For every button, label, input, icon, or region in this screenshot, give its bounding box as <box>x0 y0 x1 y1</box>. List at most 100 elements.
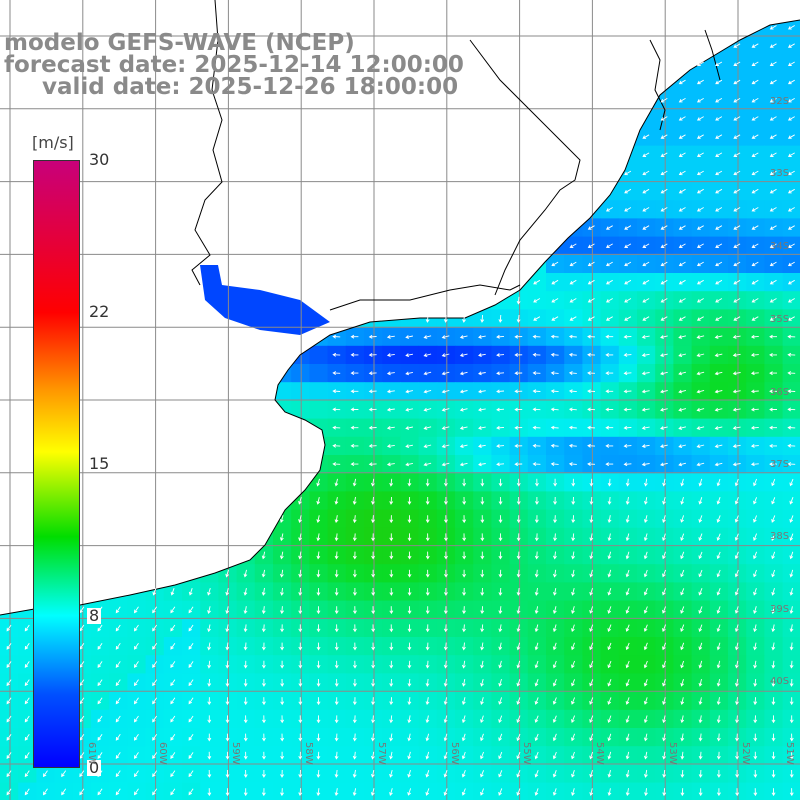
wind-arrow <box>625 588 630 596</box>
lat-label-40s: 40S <box>770 676 790 687</box>
wind-arrow <box>587 225 595 230</box>
field-cell <box>382 200 401 219</box>
field-cell <box>327 182 347 201</box>
wind-arrow <box>643 769 648 778</box>
field-cell <box>400 0 420 19</box>
wind-arrow <box>605 444 614 448</box>
wind-arrow <box>243 751 248 760</box>
field-cell <box>127 200 147 219</box>
field-cell <box>109 109 128 128</box>
field-cell <box>327 273 347 292</box>
field-cell <box>127 418 147 438</box>
wind-arrow <box>478 389 486 394</box>
wind-arrow <box>642 279 650 285</box>
wind-arrow <box>642 316 650 321</box>
wind-arrow <box>425 678 430 687</box>
field-cell <box>364 309 383 329</box>
wind-arrow <box>753 642 757 651</box>
field-cell <box>145 327 165 347</box>
wind-arrow <box>624 188 632 194</box>
wind-arrow <box>298 733 303 742</box>
field-cell <box>200 491 219 511</box>
field-cell <box>600 91 620 110</box>
wind-arrow <box>696 134 704 139</box>
wind-arrow <box>316 478 321 487</box>
wind-arrow <box>751 316 759 321</box>
wind-arrow <box>625 770 630 778</box>
wind-arrow <box>532 462 541 466</box>
wind-arrow <box>789 587 794 596</box>
wind-arrow <box>642 188 650 194</box>
wind-arrow <box>715 207 723 212</box>
wind-arrow <box>444 569 448 578</box>
field-cell <box>673 0 693 19</box>
field-cell <box>473 18 492 37</box>
field-cell <box>564 54 583 74</box>
field-cell <box>0 254 19 274</box>
wind-arrow <box>787 98 795 103</box>
field-cell <box>436 109 456 128</box>
wind-arrow <box>733 170 741 176</box>
colorbar-tick-22: 22 <box>87 302 112 321</box>
wind-arrow <box>696 444 705 449</box>
field-cell <box>728 0 747 19</box>
wind-arrow <box>533 298 541 303</box>
wind-arrow <box>389 769 393 778</box>
wind-arrow <box>280 715 285 724</box>
wind-arrow <box>371 533 375 542</box>
wind-arrow <box>623 407 632 412</box>
wind-arrow <box>368 334 377 339</box>
wind-arrow <box>642 225 650 230</box>
wind-arrow <box>607 788 612 796</box>
wind-arrow <box>225 678 230 687</box>
wind-arrow <box>715 298 723 303</box>
wind-arrow <box>298 697 303 706</box>
field-cell <box>273 473 292 492</box>
field-cell <box>273 418 292 438</box>
field-cell <box>291 163 310 183</box>
wind-arrow <box>589 642 594 651</box>
wind-arrow <box>698 788 703 797</box>
field-cell <box>418 18 438 37</box>
field-cell <box>182 473 201 492</box>
field-cell <box>182 309 201 329</box>
wind-arrow <box>642 243 650 248</box>
wind-arrow <box>696 243 704 248</box>
field-cell <box>655 18 674 37</box>
wind-arrow <box>459 335 468 339</box>
wind-arrow <box>587 334 596 339</box>
wind-arrow <box>261 788 266 797</box>
wind-arrow <box>678 116 686 121</box>
field-cell <box>455 236 474 256</box>
wind-arrow <box>732 462 741 467</box>
lat-label-38s: 38S <box>770 531 790 542</box>
lon-label-54w: 54W <box>594 742 605 765</box>
field-cell <box>200 200 219 219</box>
field-cell <box>145 236 165 256</box>
wind-arrow <box>769 207 777 212</box>
wind-arrow <box>115 642 121 650</box>
wind-arrow <box>152 679 158 687</box>
field-cell <box>109 0 128 19</box>
wind-arrow <box>207 660 212 669</box>
wind-arrow <box>789 769 794 778</box>
field-cell <box>509 54 529 74</box>
wind-arrow <box>569 279 577 285</box>
field-cell <box>382 254 401 274</box>
wind-arrow <box>423 353 432 358</box>
wind-arrow <box>170 624 176 632</box>
wind-arrow <box>753 678 758 687</box>
wind-arrow <box>751 188 759 194</box>
field-cell <box>254 182 274 201</box>
field-cell <box>109 436 128 456</box>
wind-arrow <box>207 587 211 596</box>
wind-arrow <box>425 624 430 633</box>
field-cell <box>254 509 274 529</box>
field-cell <box>418 254 438 274</box>
wind-arrow <box>771 642 776 651</box>
wind-arrow <box>605 407 614 412</box>
wind-arrow <box>625 606 630 614</box>
wind-arrow <box>24 733 30 741</box>
field-cell <box>236 364 256 383</box>
wind-arrow <box>534 642 539 651</box>
